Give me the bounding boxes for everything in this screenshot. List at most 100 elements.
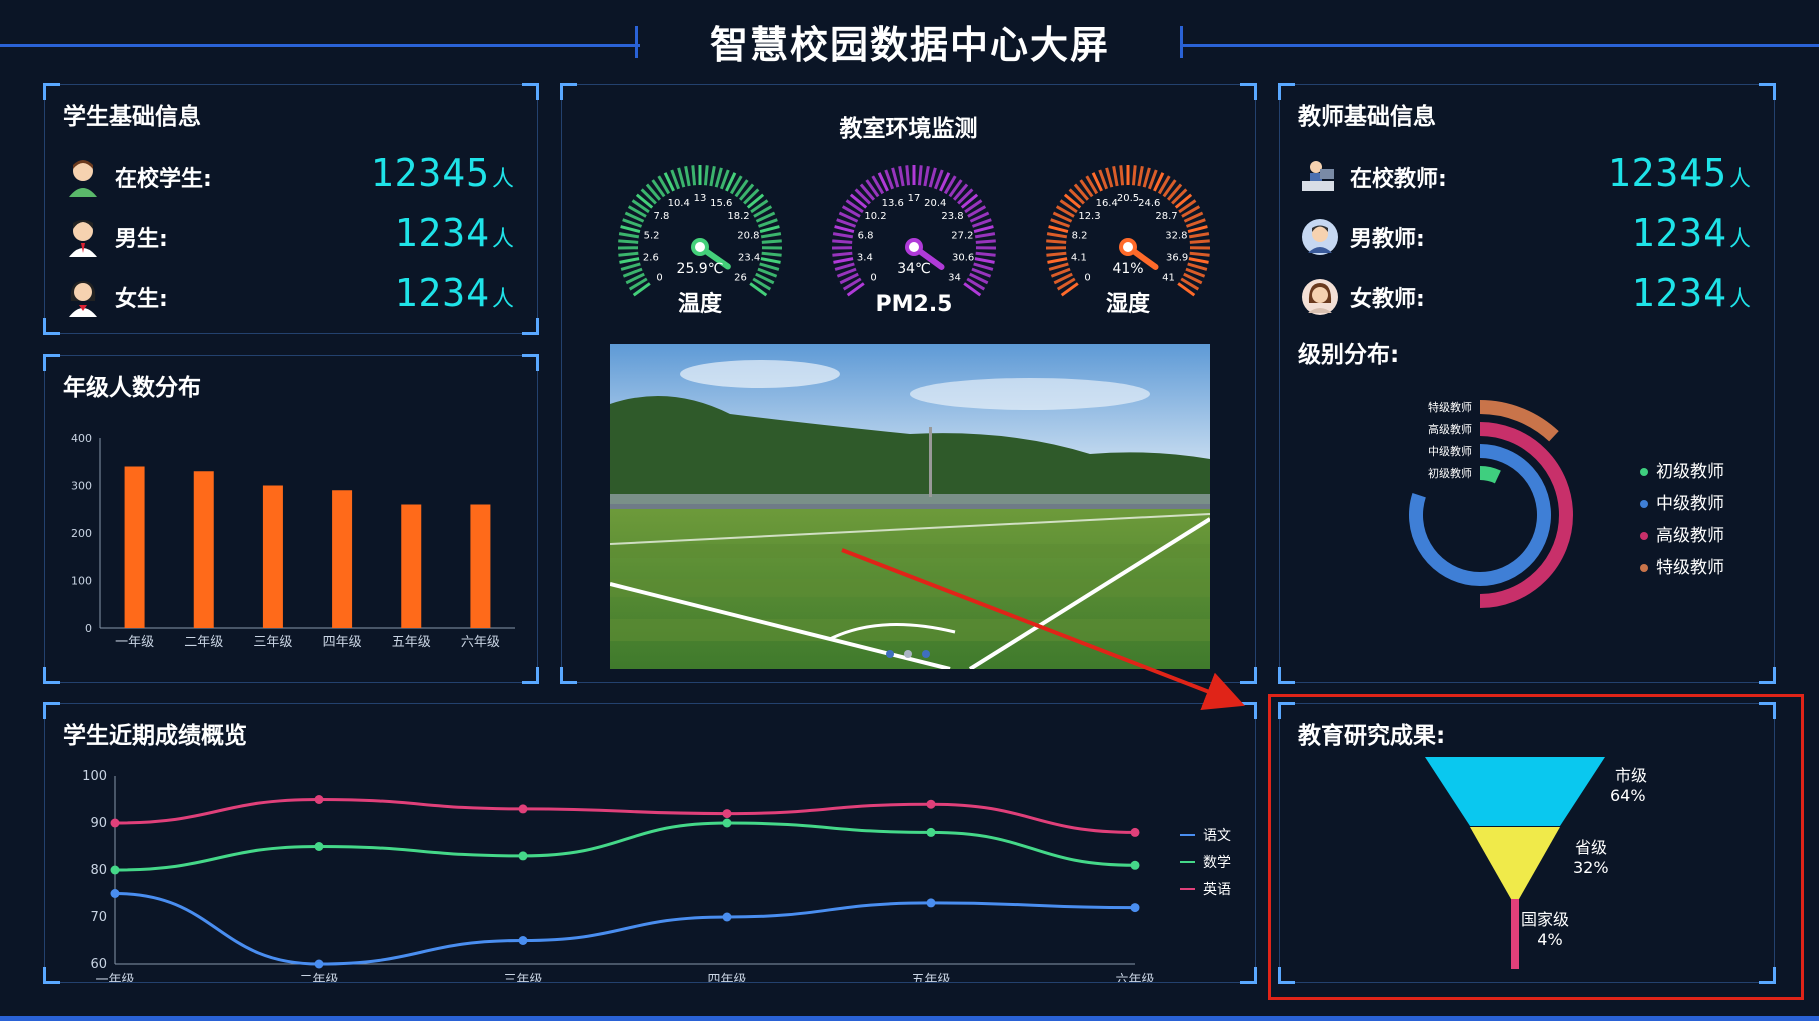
gauge-name: PM2.5	[876, 292, 953, 317]
funnel-percent: 64%	[1610, 786, 1646, 805]
gauge-tick	[928, 167, 937, 188]
header-bracket-right	[1180, 26, 1183, 58]
gauge-tick	[657, 175, 671, 195]
y-tick-label: 100	[82, 769, 107, 784]
y-tick-label: 400	[71, 432, 92, 445]
corner	[560, 667, 577, 684]
gauge-tick	[849, 193, 868, 209]
bar	[470, 504, 491, 628]
gauge-tick	[1178, 199, 1197, 214]
gauge-tick	[761, 251, 782, 257]
bar	[332, 490, 353, 628]
gauge-tick	[703, 165, 709, 186]
gauge-tick	[1183, 211, 1204, 223]
corner	[43, 967, 60, 984]
y-tick-label: 200	[71, 527, 92, 540]
gauge-tick	[1174, 193, 1193, 209]
corner	[43, 83, 60, 100]
bar	[193, 471, 214, 628]
radial-bar	[1479, 422, 1573, 608]
gauge-tick	[967, 205, 987, 218]
corner	[1240, 967, 1257, 984]
gauge-tick-label: 30.6	[952, 252, 974, 263]
series-point	[110, 818, 120, 828]
x-tick-label: 四年级	[707, 973, 746, 982]
gauge-tick-label: 2.6	[643, 252, 659, 263]
gauge-tick	[746, 193, 765, 209]
gauge-tick-label: 36.9	[1166, 252, 1188, 263]
funnel-percent: 4%	[1537, 930, 1562, 949]
gauge-tick-label: 41	[1162, 272, 1175, 283]
funnel-label: 省级	[1575, 838, 1607, 857]
gauge-tick	[738, 183, 755, 201]
series-point	[518, 936, 528, 945]
gauge-tick	[834, 225, 855, 234]
female-teacher-icon	[1302, 279, 1338, 315]
students-total-value: 12345人	[370, 151, 515, 195]
gauge-tick	[755, 272, 775, 285]
gauge-tick	[691, 165, 697, 186]
level-distribution-title: 级别分布:	[1298, 342, 1400, 368]
gauge-tick	[957, 188, 974, 205]
grade-panel: 年级人数分布 0 100 200 300 400 一年级 二年级 三年级 四年级 五年级 六年级	[43, 354, 539, 684]
gauge-tick	[1187, 225, 1208, 234]
gauge-tick	[625, 272, 645, 285]
corner	[1240, 667, 1257, 684]
gauge-tick	[620, 225, 641, 234]
gauge-tick	[1105, 167, 1114, 188]
gauge-tick	[651, 179, 666, 198]
y-tick-label: 100	[71, 575, 92, 588]
gauge-hub-inner	[1123, 242, 1133, 252]
gauge-tick	[753, 205, 773, 218]
gauge-tick-label: 10.4	[668, 198, 690, 209]
teacher-desk-icon	[1302, 161, 1334, 191]
bar	[124, 466, 145, 628]
radial-bar	[1479, 466, 1501, 484]
gauge-tick	[1050, 218, 1071, 228]
corner	[522, 354, 539, 371]
gauge-tick	[1073, 183, 1090, 201]
gauge-tick-label: 5.2	[644, 231, 660, 242]
gauge-tick	[749, 282, 768, 297]
teachers-female-row: 女教师: 1234人	[1280, 269, 1774, 323]
gauge-tick	[832, 239, 853, 244]
legend-dot	[1640, 532, 1648, 540]
gauge-tick	[1189, 251, 1210, 257]
scores-panel-title: 学生近期成绩概览	[63, 723, 247, 749]
gauge-tick	[714, 167, 723, 188]
x-tick-label: 二年级	[184, 635, 223, 650]
gauge-tick	[631, 199, 650, 214]
gauge-tick	[1162, 179, 1177, 198]
gauge: 0 3.4 6.8 10.2 13.6 17 20.4 23.8 27.2 30.6 34 34℃ PM…	[831, 165, 997, 317]
legend-label: 初级教师	[1656, 462, 1724, 482]
series-point	[1130, 860, 1140, 870]
header-bracket-left	[635, 26, 638, 58]
gauge-tick	[755, 211, 776, 223]
gauge-hub-inner	[909, 242, 919, 252]
gauge-tick-label: 4.1	[1071, 252, 1087, 263]
student-avatar-icon	[69, 160, 97, 197]
research-panel-title: 教育研究成果:	[1298, 723, 1446, 749]
legend-item: 中级教师	[1640, 489, 1724, 514]
bottom-line	[0, 1016, 1819, 1021]
gauge-tick	[757, 267, 778, 278]
gauge-tick	[1079, 179, 1094, 198]
gauge-tick	[1153, 172, 1165, 192]
gauge-tick	[719, 169, 730, 190]
radial-bar	[1479, 400, 1559, 442]
gauge-tick	[836, 218, 857, 228]
funnel-segment	[1425, 757, 1605, 826]
header-line-right	[1180, 44, 1819, 47]
corner	[522, 318, 539, 335]
gauge-tick-label: 13	[694, 193, 707, 204]
gauge-tick	[619, 257, 640, 264]
gauge-tick-label: 3.4	[857, 252, 873, 263]
gauge-tick	[834, 262, 855, 271]
gauge-tick	[1055, 205, 1075, 218]
gauge-tick	[645, 183, 662, 201]
gauge-hub-inner	[695, 242, 705, 252]
gauge-tick	[923, 166, 930, 187]
corner	[560, 83, 577, 100]
gauge-tick	[964, 199, 983, 214]
funnel-label: 国家级	[1521, 910, 1569, 929]
